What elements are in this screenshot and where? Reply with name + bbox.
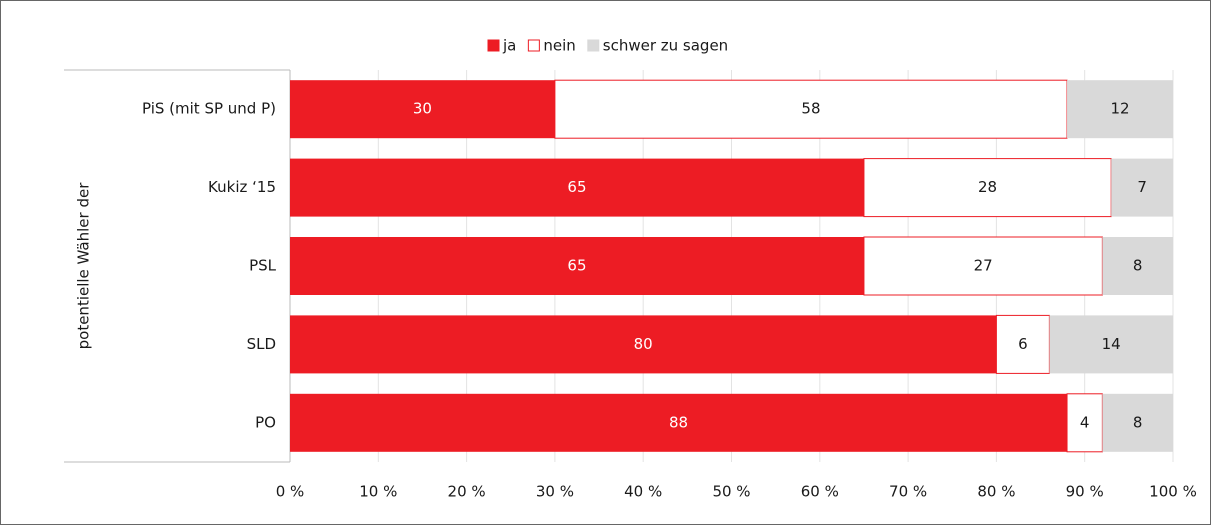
x-tick-label: 10 % [359,483,397,501]
bar-segment [1049,315,1173,374]
y-tick-label: PO [255,413,276,431]
bar-segment [290,393,1068,452]
bar-segment [290,237,864,295]
data-label: 88 [669,413,688,431]
bar-segment [1067,80,1173,139]
data-label: 6 [1018,335,1028,353]
bar-segment [1102,393,1173,452]
bar-segment [290,158,864,217]
bar-segment [1111,158,1173,217]
data-label: 80 [634,335,653,353]
legend-label: nein [543,37,575,55]
x-tick-label: 0 % [276,483,305,501]
legend-swatch [487,39,500,52]
bar-segment [290,80,555,139]
bar-segment [995,314,1050,374]
data-label: 58 [801,100,820,118]
data-label: 14 [1102,335,1121,353]
y-tick-label: Kukiz ‘15 [208,178,276,196]
data-label: 4 [1080,413,1090,431]
data-label: 27 [974,257,993,275]
data-label: 30 [413,100,432,118]
y-axis-label: potentielle Wähler der [75,182,93,350]
legend-swatch [587,39,600,52]
bar-segment [863,158,1112,218]
data-label: 28 [978,178,997,196]
y-tick-label: PiS (mit SP und P) [142,100,276,118]
data-label: 12 [1110,100,1129,118]
data-label: 65 [567,257,586,275]
x-tick-label: 100 % [1149,483,1197,501]
legend-swatch [527,39,540,52]
x-tick-label: 90 % [1066,483,1104,501]
data-label: 8 [1133,413,1143,431]
y-tick-label: PSL [249,257,277,275]
data-label: 7 [1137,178,1147,196]
bar-segment [1066,393,1103,453]
bar-segment [863,236,1103,296]
x-tick-label: 80 % [977,483,1015,501]
x-tick-label: 30 % [536,483,574,501]
x-tick-label: 50 % [712,483,750,501]
x-tick-label: 40 % [624,483,662,501]
legend-label: ja [502,37,516,55]
x-tick-label: 60 % [801,483,839,501]
x-tick-label: 20 % [448,483,486,501]
legend-label: schwer zu sagen [603,37,728,55]
data-label: 8 [1133,257,1143,275]
y-tick-label: SLD [247,335,276,353]
bar-segment [290,315,997,374]
x-tick-label: 70 % [889,483,927,501]
bar-segment [1102,237,1173,295]
data-label: 65 [567,178,586,196]
bar-segment [554,79,1068,139]
